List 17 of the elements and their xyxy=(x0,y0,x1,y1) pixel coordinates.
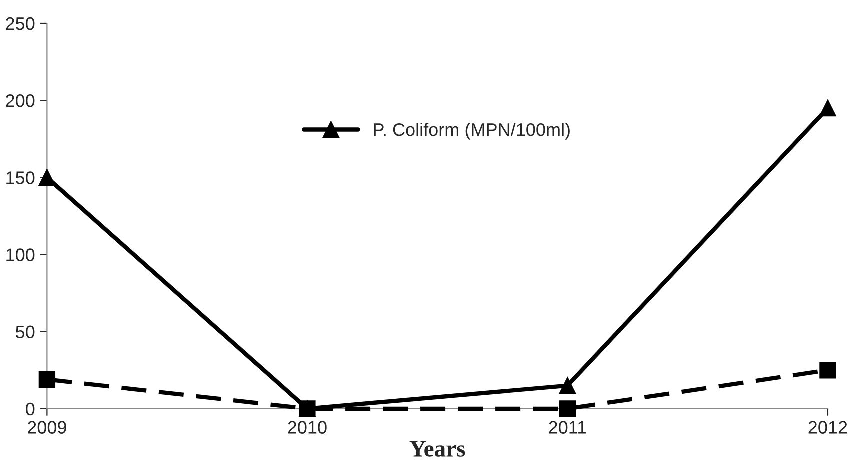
point xyxy=(559,377,576,394)
y-tick-label: 200 xyxy=(6,94,35,108)
point xyxy=(820,100,836,117)
y-tick-label: 250 xyxy=(6,17,35,30)
y-tick-label: 50 xyxy=(16,326,35,339)
point xyxy=(559,400,576,418)
y-tick-label: 100 xyxy=(6,248,35,262)
y-tick-label: 150 xyxy=(6,172,35,184)
x-tick-label: 2009 xyxy=(28,421,66,434)
x-axis-title: Years xyxy=(410,441,466,457)
x-tick-label: 2010 xyxy=(288,421,327,434)
x-tick-label: 2012 xyxy=(808,421,848,434)
x-tick-label: 2011 xyxy=(549,421,586,434)
y-tick-label: 0 xyxy=(26,402,35,416)
point xyxy=(820,362,836,379)
legend-label: P. Coliform (MPN/100ml) xyxy=(374,122,570,140)
point xyxy=(38,371,56,388)
